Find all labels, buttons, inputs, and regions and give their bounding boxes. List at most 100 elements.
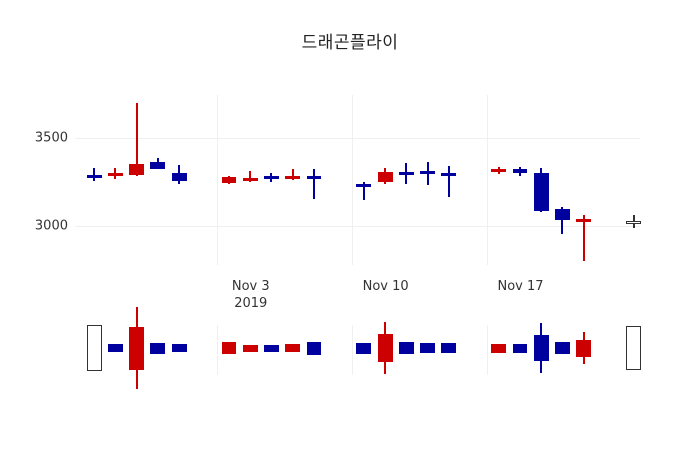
volume-bar-body <box>86 325 102 371</box>
volume-bar-body <box>264 344 279 352</box>
candlestick <box>285 95 301 265</box>
candlestick <box>512 95 528 265</box>
volume-bar-wick <box>135 307 138 389</box>
date-gridline <box>351 325 353 375</box>
candlestick <box>576 95 592 265</box>
date-x-axis: Nov 3 2019 Nov 10 Nov 17 <box>75 278 640 312</box>
candle-body <box>533 172 549 211</box>
volume-bar-wick <box>540 323 543 373</box>
candle-wick <box>312 169 315 200</box>
volume-bar-body <box>107 344 123 352</box>
candle-body <box>555 209 570 220</box>
volume-bar <box>150 325 166 375</box>
volume-bar <box>129 307 145 389</box>
date-tick-label: Nov 3 2019 <box>231 279 270 311</box>
date-gridline <box>486 325 488 375</box>
price-tick-label: 3000 <box>34 218 68 234</box>
volume-bar <box>107 325 123 375</box>
date-tick-label: Nov 17 <box>497 279 544 294</box>
candlestick <box>242 95 258 265</box>
volume-bar <box>555 325 570 375</box>
candlestick <box>533 95 549 265</box>
volume-bar-body <box>555 341 570 355</box>
volume-bar <box>533 323 549 375</box>
volume-bar <box>356 325 372 375</box>
candlestick <box>86 95 102 265</box>
volume-bar-body <box>420 343 436 353</box>
candle-wick <box>135 102 138 177</box>
price-gridline <box>75 226 640 228</box>
volume-bar <box>221 325 237 375</box>
volume-bar-body <box>285 344 301 352</box>
volume-bar <box>626 325 642 375</box>
candle-body <box>171 172 187 181</box>
candlestick <box>441 95 457 265</box>
candle-body <box>107 172 123 177</box>
volume-bar <box>306 325 322 375</box>
candle-body <box>86 174 102 178</box>
candlestick <box>129 95 145 265</box>
candle-body <box>356 183 372 187</box>
volume-bar-body <box>306 341 322 355</box>
volume-bar <box>285 325 301 375</box>
volume-bar <box>420 325 436 375</box>
candle-body <box>576 218 592 222</box>
candle-body <box>377 172 393 182</box>
candle-wick <box>582 214 585 262</box>
volume-bar <box>242 325 258 375</box>
volume-bar-body <box>441 343 457 353</box>
candle-body <box>398 172 414 176</box>
volume-bar-body <box>398 342 414 354</box>
volume-bar-body <box>150 342 166 354</box>
volume-bar <box>441 325 457 375</box>
candle-body <box>420 171 436 175</box>
candle-body <box>221 177 237 183</box>
candle-body <box>491 169 507 173</box>
date-gridline <box>351 95 353 265</box>
candle-body <box>129 164 145 175</box>
candlestick <box>555 95 570 265</box>
candlestick <box>264 95 279 265</box>
candle-wick <box>561 206 564 234</box>
date-gridline <box>216 325 218 375</box>
candlestick <box>171 95 187 265</box>
candlestick <box>491 95 507 265</box>
candlestick <box>420 95 436 265</box>
volume-bar-body <box>171 344 187 352</box>
volume-bar-body <box>512 343 528 353</box>
candlestick <box>150 95 166 265</box>
candle-wick <box>249 171 252 182</box>
volume-bar <box>512 325 528 375</box>
chart-title: 드래곤플라이 <box>301 33 399 53</box>
candle-body <box>441 172 457 176</box>
volume-bar <box>171 325 187 375</box>
price-tick-label: 3500 <box>34 130 68 145</box>
volume-bar-body <box>356 342 372 354</box>
volume-bar-body <box>221 341 237 355</box>
candlestick <box>377 95 393 265</box>
date-tick-label: Nov 10 <box>362 279 409 294</box>
candlestick <box>356 95 372 265</box>
candle-body <box>626 220 642 224</box>
volume-bar-wick <box>582 331 585 365</box>
volume-bar <box>576 325 592 375</box>
date-gridline <box>486 95 488 265</box>
price-gridline <box>75 137 640 139</box>
candle-body <box>264 176 279 180</box>
candlestick <box>626 95 642 265</box>
candlestick <box>306 95 322 265</box>
candle-body <box>512 169 528 173</box>
volume-bar <box>264 325 279 375</box>
volume-bar <box>86 325 102 375</box>
candle-wick <box>93 167 96 181</box>
candle-body <box>150 162 166 170</box>
candlestick <box>107 95 123 265</box>
volume-bar <box>491 325 507 375</box>
volume-bar-body <box>242 344 258 352</box>
candle-body <box>306 176 322 180</box>
volume-bar-wick <box>384 321 387 375</box>
volume-bar-body <box>626 326 642 370</box>
candle-wick <box>291 169 294 180</box>
candle-wick <box>447 165 450 197</box>
